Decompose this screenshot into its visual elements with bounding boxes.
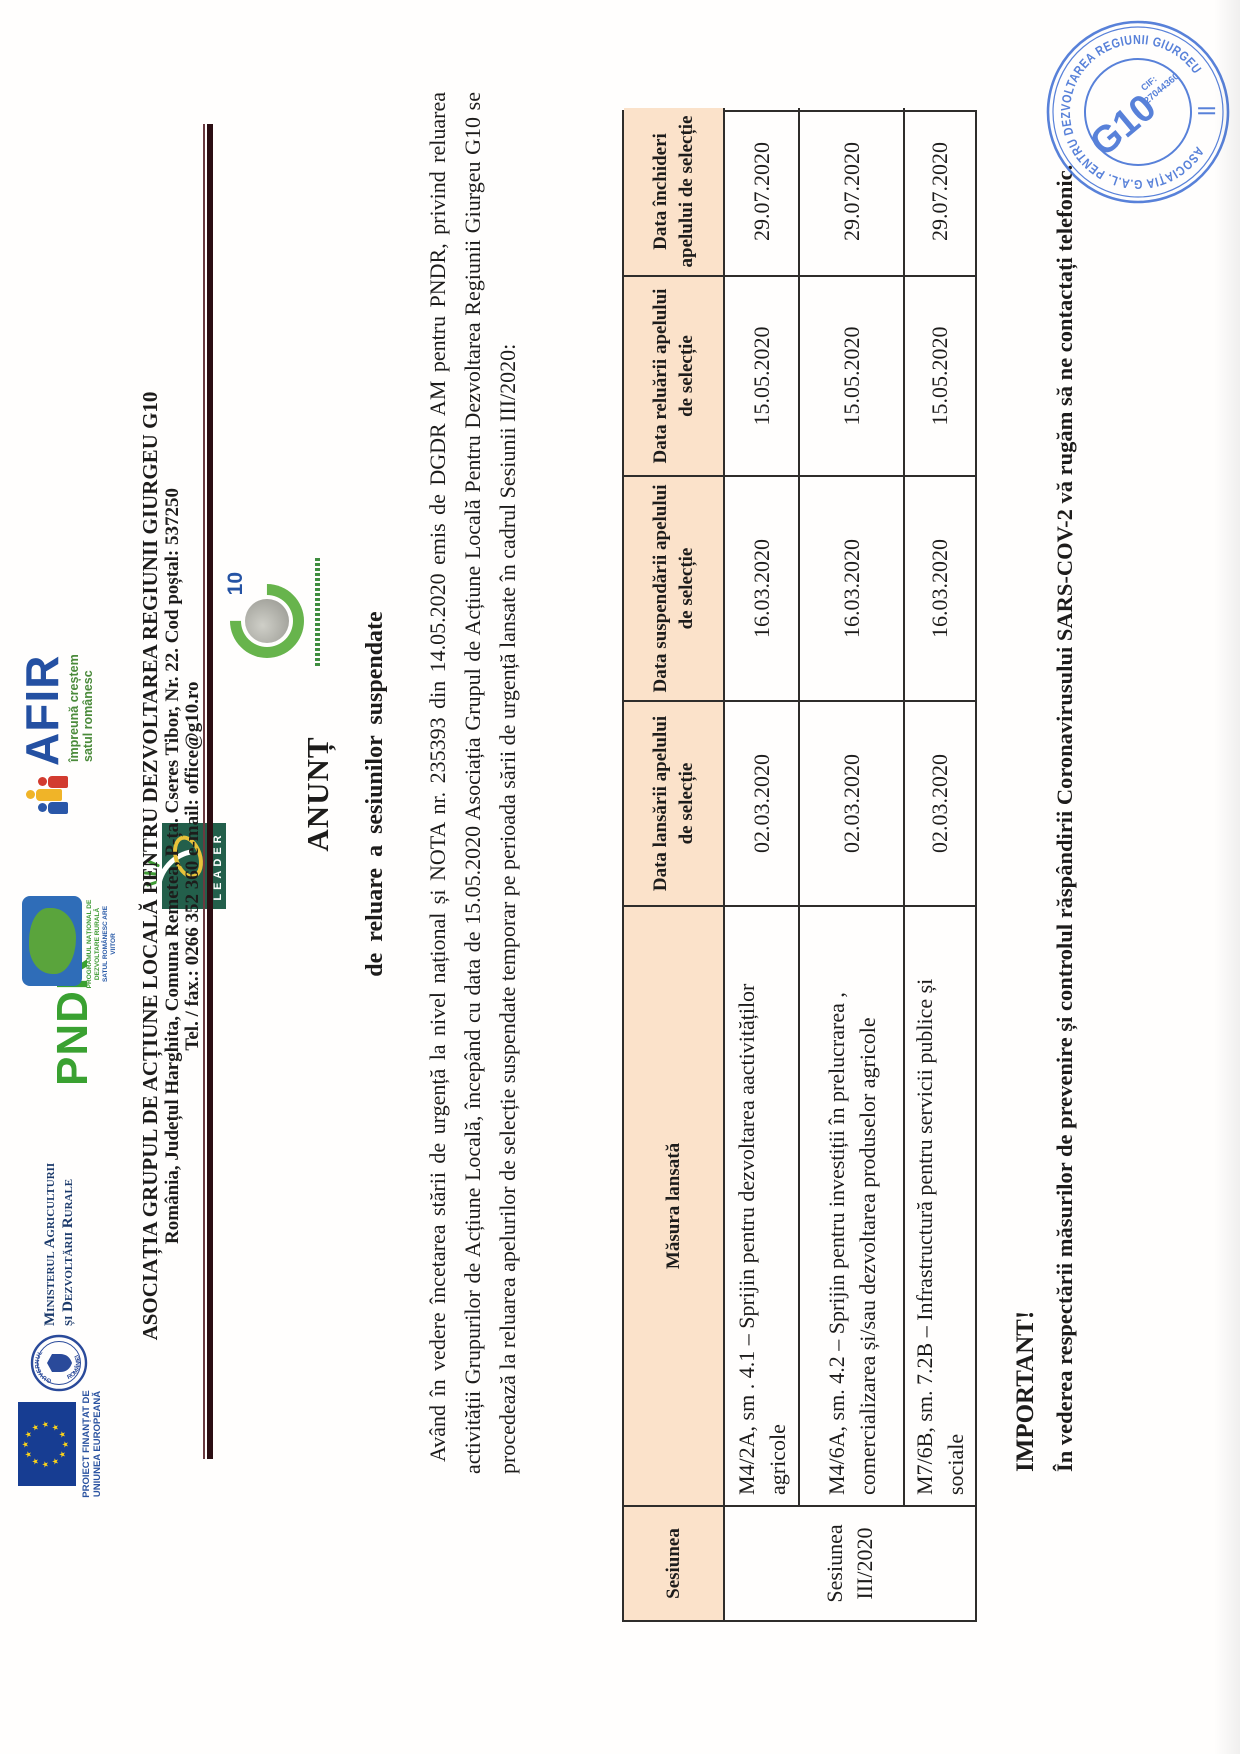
eu-star-icon: ★ <box>41 1420 50 1428</box>
afir-logo-block: AFIR împreună creștem satul românesc <box>16 654 95 816</box>
figure-body <box>48 776 68 788</box>
afir-caption-line1: împreună creștem <box>67 654 81 762</box>
table-row-measure: M4/6A, sm. 4.2 – Sprijin pentru investiț… <box>800 905 905 1505</box>
eu-star-icon: ★ <box>24 1430 33 1438</box>
eu-caption: PROIECT FINANȚAT DE UNIUNEA EUROPEANĂ <box>81 1379 103 1509</box>
pndr-caption-line1: PROGRAMUL NAȚIONAL DE DEZVOLTARE RURALĂ <box>86 899 101 989</box>
table-row-close: 29.07.2020 <box>927 142 952 241</box>
table-row-launch: 02.03.2020 <box>905 700 975 905</box>
afir-caption: împreună creștem satul românesc <box>67 654 95 762</box>
col-header-suspend-date: Data suspendării apelului de selecție <box>624 475 725 700</box>
table-row-measure: M4/2A, sm . 4.1 – Sprijin pentru dezvolt… <box>725 905 800 1505</box>
ministry-name-line1: Ministerul Agriculturii <box>42 1162 58 1326</box>
eu-caption-line1: PROIECT FINANȚAT DE <box>81 1390 92 1498</box>
organization-stamp: ASOCIAȚIA G.A.L. PENTRU DEZVOLTAREA REGI… <box>1006 0 1240 244</box>
address-line: România, Județul Harghita, Comuna Remete… <box>162 488 183 1244</box>
leader-wordmark: LEADER <box>212 831 224 901</box>
figure-body <box>36 789 62 801</box>
government-seal-icon: GUVERNUL ROMÂNIEI <box>30 1334 88 1392</box>
eu-star-icon: ★ <box>21 1440 30 1448</box>
eu-star-icon: ★ <box>41 1460 50 1468</box>
table-row-close: 29.07.2020 <box>725 108 800 275</box>
figure-body <box>48 802 68 814</box>
ministry-name: Ministerul Agriculturii și Dezvoltării R… <box>41 1163 77 1326</box>
afir-caption-line2: satul românesc <box>81 670 95 762</box>
pndr-logo-block: PNDR PROGRAMUL NAȚIONAL DE DEZVOLTARE RU… <box>22 896 138 1086</box>
eu-logo-block: ★ ★ ★ ★ ★ ★ ★ ★ ★ ★ ★ ★ PROIECT FINANȚAT… <box>18 1379 103 1498</box>
eu-star-icon: ★ <box>58 1430 67 1438</box>
table-row-launch: 02.03.2020 <box>800 700 905 905</box>
eu-star-icon: ★ <box>61 1440 70 1448</box>
table-row-measure: M7/6B, sm. 7.2B – Infrastructură pentru … <box>905 905 975 1505</box>
stamp-side-marks <box>1198 107 1216 115</box>
g10-number: 10 <box>224 572 247 596</box>
intro-paragraph: Având în vedere încetarea stării de urge… <box>425 92 520 1474</box>
afir-wordmark: AFIR <box>16 654 68 766</box>
eu-star-icon: ★ <box>51 1457 60 1465</box>
table-row-close: 29.07.2020 <box>800 108 905 275</box>
col-header-launch-date: Data lansării apelului de selecție <box>624 700 725 905</box>
document-title: ANUNȚ <box>300 736 335 852</box>
afir-word-and-caption: AFIR împreună creștem satul românesc <box>16 654 95 766</box>
covid-notice: În vederea respectării măsurilor de prev… <box>1052 164 1077 1472</box>
eu-star-icon: ★ <box>31 1423 40 1431</box>
eu-flag-icon: ★ ★ ★ ★ ★ ★ ★ ★ ★ ★ ★ ★ <box>18 1402 76 1486</box>
session-line2: III/2020 <box>852 1527 877 1600</box>
table-row-suspend: 16.03.2020 <box>905 475 975 700</box>
eu-caption-line2: UNIUNEA EUROPEANĂ <box>92 1390 103 1498</box>
table-row-suspend: 16.03.2020 <box>800 475 905 700</box>
table-row-resume: 15.05.2020 <box>905 275 975 475</box>
session-merged-cell: Sesiunea III/2020 <box>725 1505 975 1620</box>
stamp-icon: ASOCIAȚIA G.A.L. PENTRU DEZVOLTAREA REGI… <box>1025 0 1240 225</box>
romania-map-icon <box>29 907 76 975</box>
seal-shield-icon <box>47 1354 72 1372</box>
header-rule-thick <box>207 124 213 1459</box>
figure-head <box>26 790 35 799</box>
col-header-session: Sesiunea <box>624 1505 725 1620</box>
ministry-name-line2: și Dezvoltării Rurale <box>60 1178 76 1326</box>
sessions-table: Sesiunea Măsura lansată Data lansării ap… <box>622 108 977 1622</box>
table-row-launch: 02.03.2020 <box>725 700 800 905</box>
col-header-measure: Măsura lansată <box>624 905 725 1505</box>
eu-star-icon: ★ <box>24 1450 33 1458</box>
col-header-close-date: Data închideri apelului de selecție <box>624 108 725 275</box>
figure-head <box>38 803 47 812</box>
important-label: IMPORTANT! <box>1012 1310 1039 1472</box>
pndr-caption-line2: SATUL ROMÂNESC ARE VIITOR <box>102 905 117 983</box>
document-subtitle: de reluare a sesiunilor suspendate <box>362 611 388 977</box>
header-rule-thin <box>203 124 205 1459</box>
eu-star-icon: ★ <box>31 1457 40 1465</box>
table-row-resume: 15.05.2020 <box>800 275 905 475</box>
pndr-graphic-icon <box>22 896 82 986</box>
pndr-caption: PROGRAMUL NAȚIONAL DE DEZVOLTARE RURALĂ … <box>86 896 118 992</box>
table-row-resume: 15.05.2020 <box>725 275 800 475</box>
table-row-suspend: 16.03.2020 <box>725 475 800 700</box>
ministry-logo-block: GUVERNUL ROMÂNIEI Ministerul Agriculturi… <box>30 1163 88 1392</box>
afir-people-icon <box>20 772 80 816</box>
session-line1: Sesiunea <box>822 1524 847 1603</box>
col-header-resume-date: Data reluării apelului de selecție <box>624 275 725 475</box>
eu-star-icon: ★ <box>58 1450 67 1458</box>
org-name-line: ASOCIAȚIA GRUPUL DE ACȚIUNE LOCALĂ PENTR… <box>138 391 162 1341</box>
contact-line: Tel. / fax.: 0266 352 360 e-mail: office… <box>182 681 203 1051</box>
figure-head <box>38 777 47 786</box>
